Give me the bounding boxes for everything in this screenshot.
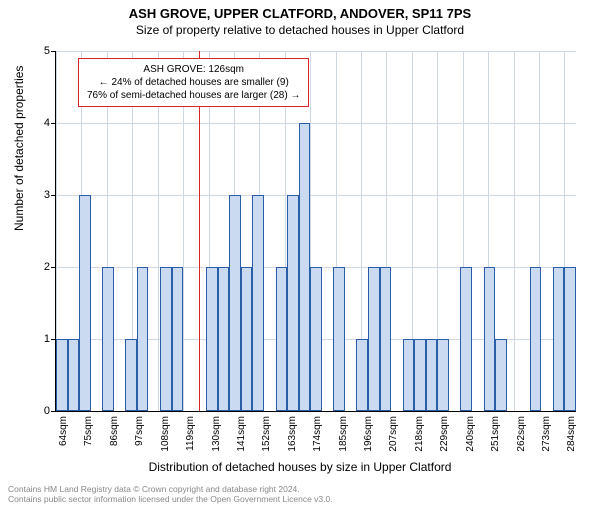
- histogram-bar: [276, 267, 288, 411]
- callout-line: ASH GROVE: 126sqm: [87, 63, 300, 76]
- y-tick-label: 1: [35, 333, 50, 345]
- footer-line-1: Contains HM Land Registry data © Crown c…: [8, 484, 333, 494]
- histogram-bar: [229, 195, 241, 411]
- x-tick-label: 152sqm: [261, 416, 272, 452]
- y-tick-label: 3: [35, 189, 50, 201]
- histogram-bar: [125, 339, 137, 411]
- histogram-bar: [460, 267, 472, 411]
- x-tick-label: 174sqm: [312, 416, 323, 452]
- x-tick-label: 196sqm: [363, 416, 374, 452]
- histogram-bar: [530, 267, 542, 411]
- histogram-bar: [484, 267, 496, 411]
- y-tick-mark: [51, 267, 55, 268]
- footer-attribution: Contains HM Land Registry data © Crown c…: [8, 484, 333, 504]
- histogram-bar: [79, 195, 91, 411]
- chart-title-sub: Size of property relative to detached ho…: [0, 23, 600, 37]
- y-tick-mark: [51, 195, 55, 196]
- y-tick-mark: [51, 339, 55, 340]
- x-tick-label: 163sqm: [287, 416, 298, 452]
- y-tick-mark: [51, 123, 55, 124]
- histogram-bar: [495, 339, 507, 411]
- x-axis-label: Distribution of detached houses by size …: [0, 460, 600, 474]
- x-tick-label: 251sqm: [490, 416, 501, 452]
- y-tick-mark: [51, 411, 55, 412]
- footer-line-2: Contains public sector information licen…: [8, 494, 333, 504]
- histogram-bar: [102, 267, 114, 411]
- histogram-bar: [356, 339, 368, 411]
- histogram-bar: [368, 267, 380, 411]
- histogram-bar: [414, 339, 426, 411]
- grid-horizontal: [56, 123, 576, 124]
- x-tick-label: 97sqm: [134, 416, 145, 446]
- callout-line: ← 24% of detached houses are smaller (9): [87, 76, 300, 89]
- histogram-bar: [218, 267, 230, 411]
- histogram-bar: [380, 267, 392, 411]
- grid-vertical: [514, 51, 515, 411]
- histogram-bar: [299, 123, 311, 411]
- x-tick-label: 64sqm: [58, 416, 69, 446]
- histogram-bar: [68, 339, 80, 411]
- y-tick-label: 2: [35, 261, 50, 273]
- chart-title-main: ASH GROVE, UPPER CLATFORD, ANDOVER, SP11…: [0, 6, 600, 21]
- histogram-bar: [310, 267, 322, 411]
- x-tick-label: 218sqm: [414, 416, 425, 452]
- x-tick-label: 185sqm: [338, 416, 349, 452]
- x-tick-label: 130sqm: [211, 416, 222, 452]
- histogram-bar: [333, 267, 345, 411]
- histogram-bar: [160, 267, 172, 411]
- histogram-bar: [553, 267, 565, 411]
- callout-line: 76% of semi-detached houses are larger (…: [87, 89, 300, 102]
- x-tick-label: 141sqm: [236, 416, 247, 452]
- x-tick-label: 229sqm: [439, 416, 450, 452]
- histogram-bar: [252, 195, 264, 411]
- histogram-bar: [137, 267, 149, 411]
- y-tick-mark: [51, 51, 55, 52]
- histogram-bar: [437, 339, 449, 411]
- y-tick-label: 4: [35, 117, 50, 129]
- x-tick-label: 108sqm: [160, 416, 171, 452]
- x-tick-label: 86sqm: [109, 416, 120, 446]
- histogram-bar: [426, 339, 438, 411]
- y-tick-label: 5: [35, 45, 50, 57]
- x-tick-label: 119sqm: [185, 416, 196, 451]
- histogram-bar: [403, 339, 415, 411]
- histogram-bar: [241, 267, 253, 411]
- x-tick-label: 207sqm: [388, 416, 399, 452]
- histogram-bar: [206, 267, 218, 411]
- x-tick-label: 284sqm: [566, 416, 577, 452]
- histogram-bar: [172, 267, 184, 411]
- x-tick-label: 240sqm: [465, 416, 476, 452]
- callout-box: ASH GROVE: 126sqm← 24% of detached house…: [78, 58, 309, 107]
- histogram-bar: [56, 339, 68, 411]
- y-tick-label: 0: [35, 405, 50, 417]
- y-axis-label: Number of detached properties: [12, 66, 26, 231]
- x-tick-label: 75sqm: [83, 416, 94, 446]
- histogram-bar: [564, 267, 576, 411]
- histogram-bar: [287, 195, 299, 411]
- x-tick-label: 273sqm: [541, 416, 552, 452]
- grid-horizontal: [56, 195, 576, 196]
- grid-horizontal: [56, 51, 576, 52]
- x-tick-label: 262sqm: [516, 416, 527, 452]
